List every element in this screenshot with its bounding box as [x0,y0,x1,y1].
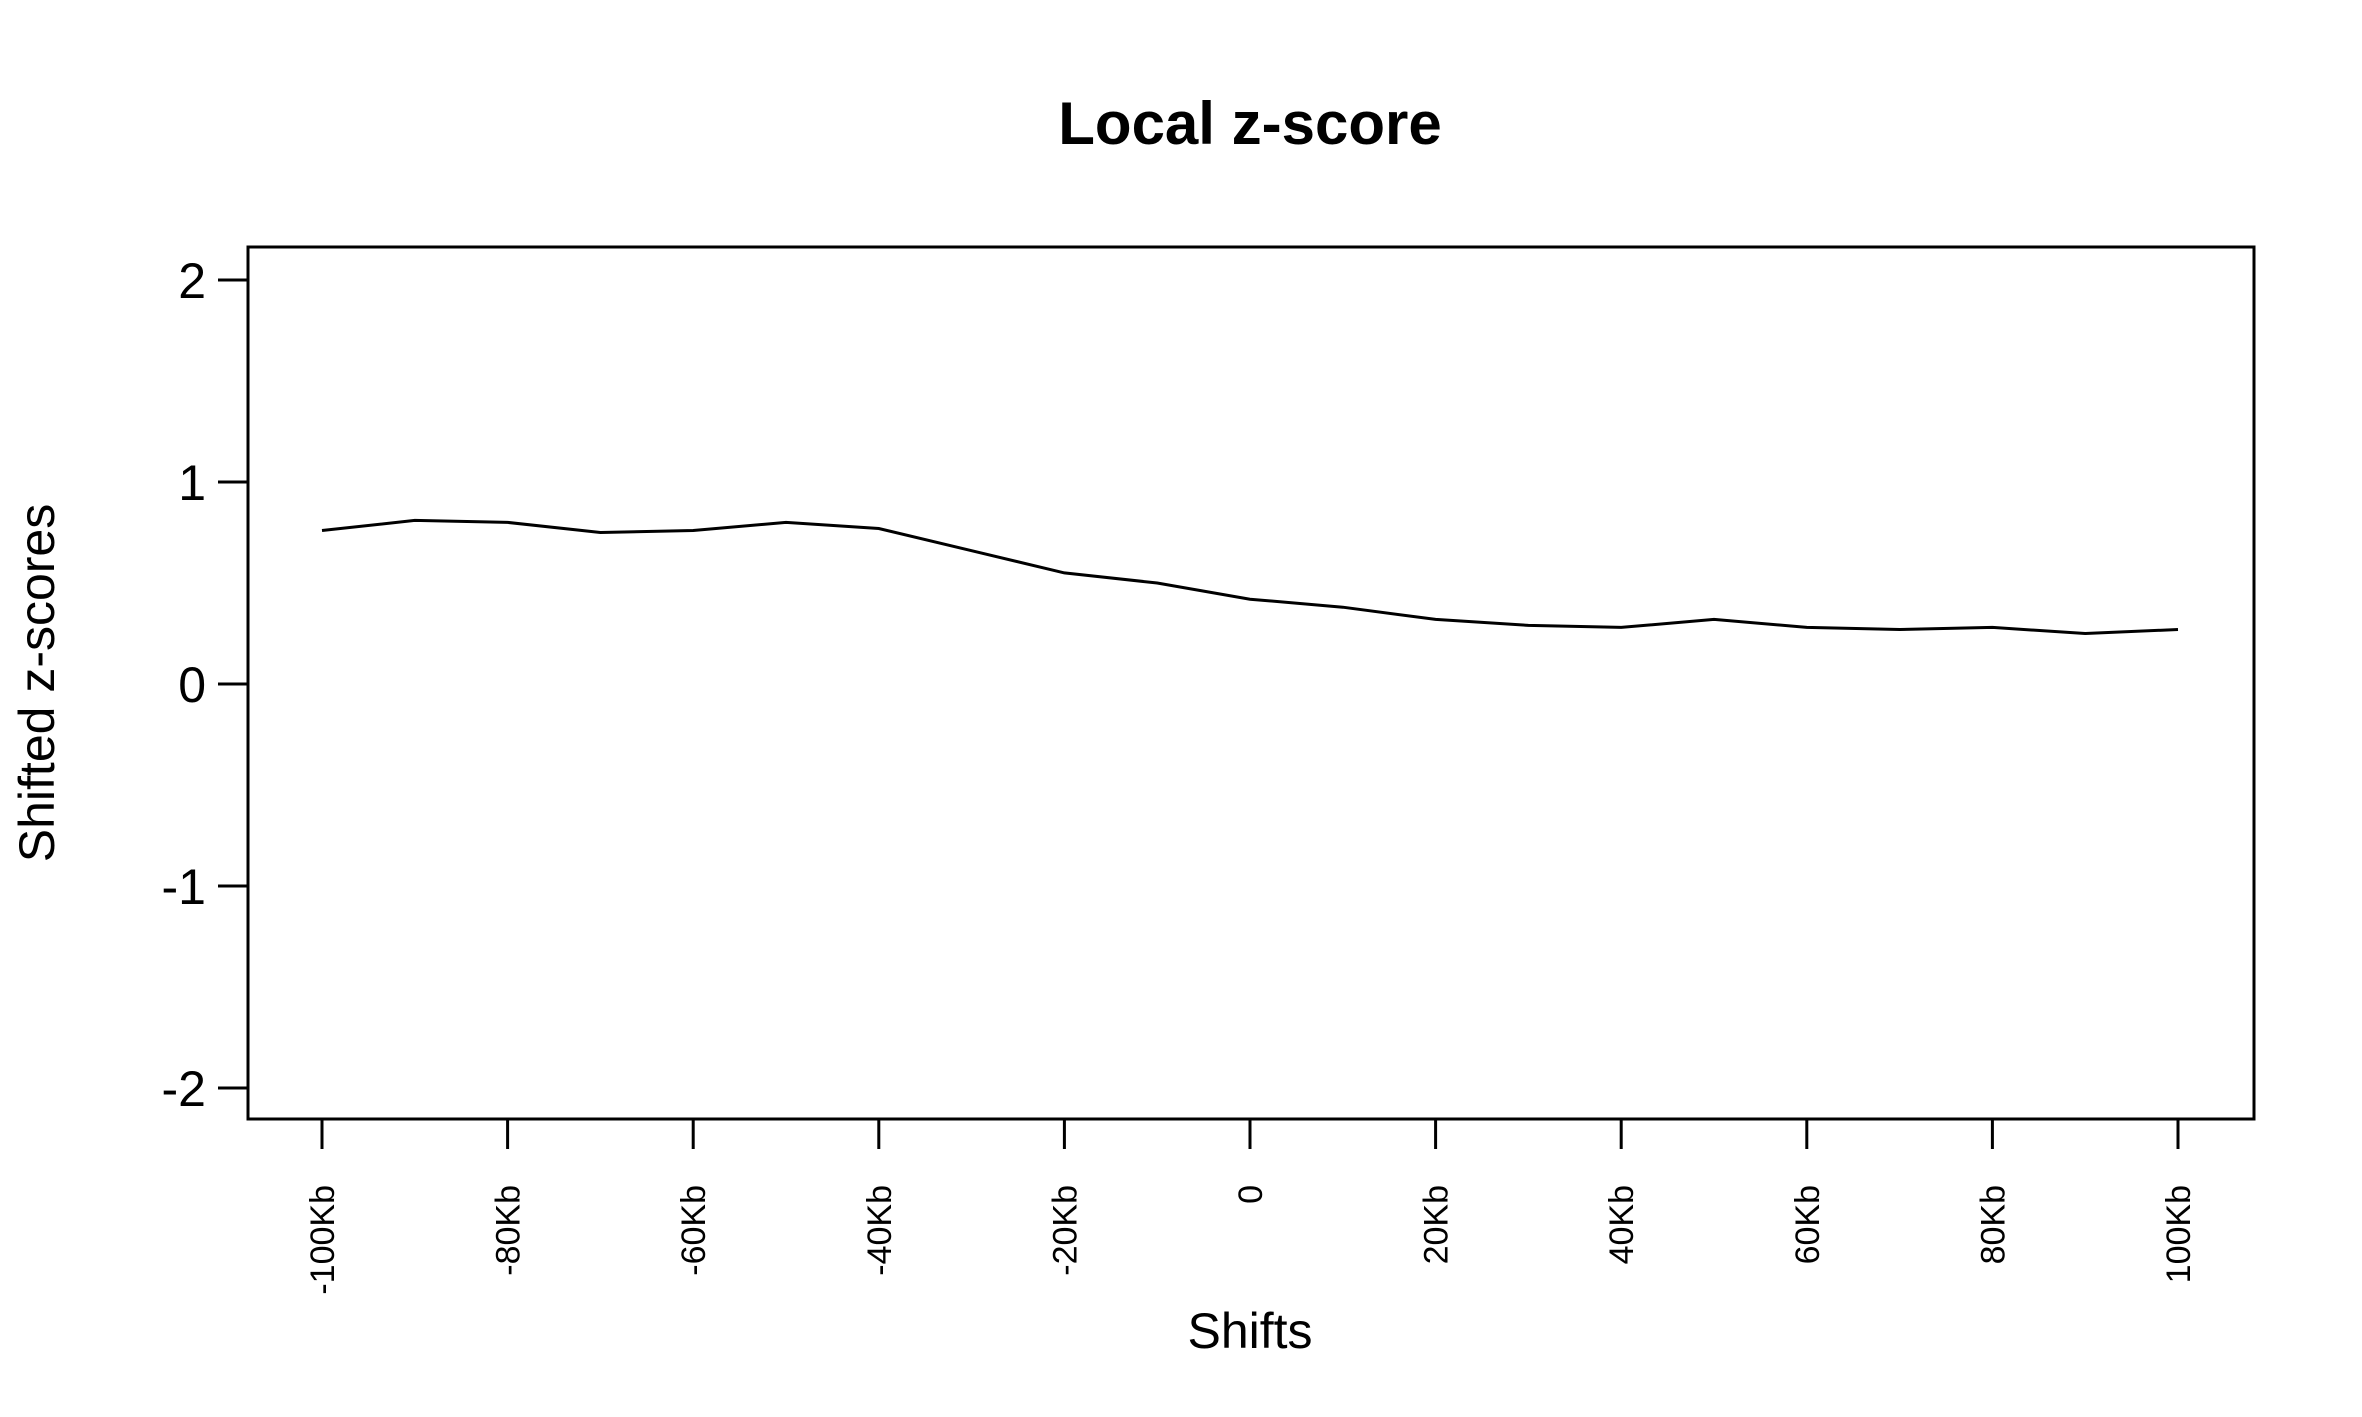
series-layer [321,518,2179,636]
y-tick-label: -2 [162,1061,206,1117]
x-tick-label: -40Kb [861,1185,899,1276]
x-tick-label: 80Kb [1974,1185,2012,1264]
y-tick-label: 1 [178,455,206,511]
y-axis: -2 -1 0 1 2 [162,253,250,1117]
x-axis: -100Kb -80Kb -60Kb -40Kb -20Kb 0 20Kb 40Kb 60Kb 8… [304,1117,2198,1295]
x-tick-label: 40Kb [1603,1185,1641,1264]
x-tick-label: 20Kb [1418,1185,1456,1264]
y-axis-label: Shifted z-scores [9,504,65,862]
x-tick-label: -80Kb [490,1185,528,1276]
x-tick-label: -60Kb [675,1185,713,1276]
x-tick-label: 0 [1232,1185,1270,1204]
y-tick-label: 2 [178,253,206,309]
x-tick-label: 60Kb [1789,1185,1827,1264]
x-tick-label: -20Kb [1046,1185,1084,1276]
y-tick-label: -1 [162,859,206,915]
x-tick-label: 100Kb [2160,1185,2198,1283]
x-axis-label: Shifts [1187,1303,1312,1359]
y-tick-label: 0 [178,657,206,713]
chart-title: Local z-score [1058,90,1441,157]
series-line-0 [321,518,2179,636]
plot-area-frame [246,245,2256,1121]
x-tick-label: -100Kb [304,1185,342,1295]
